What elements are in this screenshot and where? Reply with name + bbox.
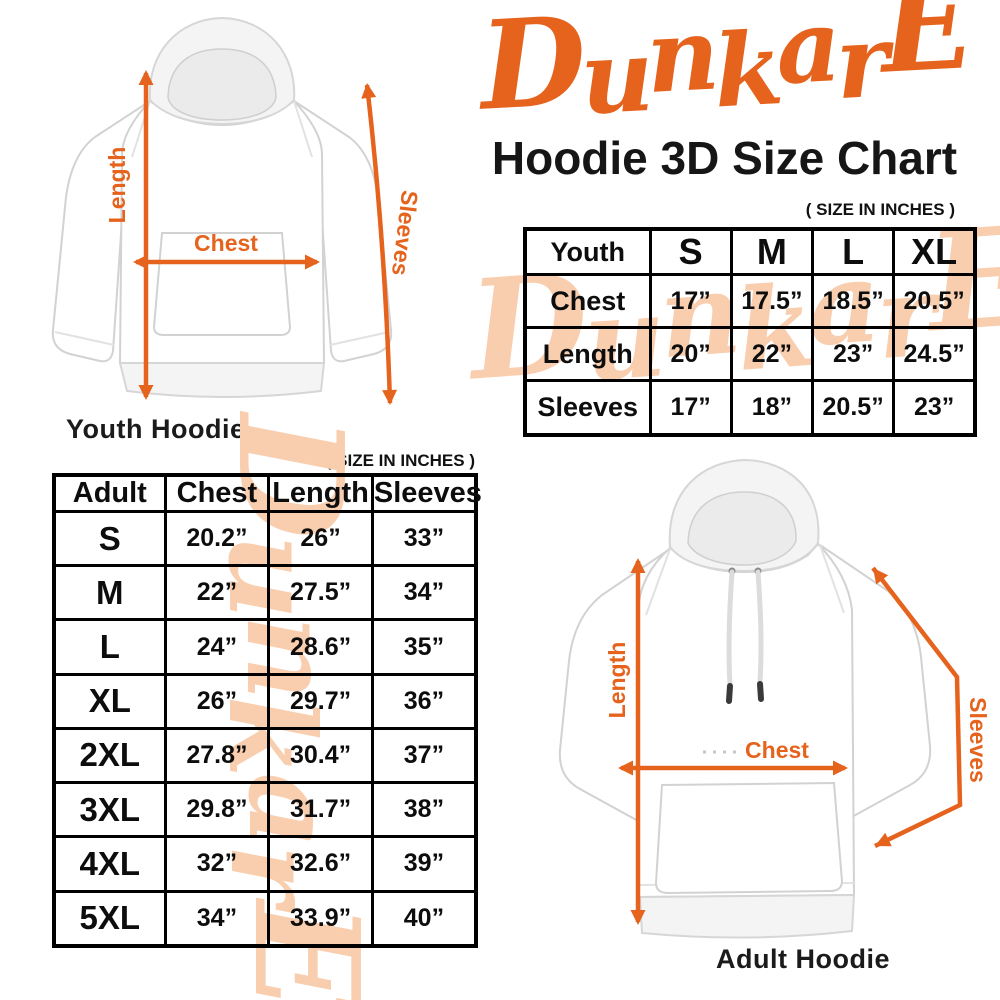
- youth-length-arrow: [138, 70, 154, 400]
- value-cell: 24.5”: [892, 326, 977, 383]
- adult-length-arrow: [630, 558, 646, 925]
- value-cell: 20.5”: [810, 379, 896, 437]
- value-cell: 33.9”: [267, 889, 374, 948]
- table-row: Length 20” 22” 23” 24.5”: [523, 326, 977, 383]
- value-cell: 26”: [267, 509, 374, 568]
- value-cell: 22”: [163, 564, 271, 622]
- row-header: Chest: [523, 272, 652, 330]
- youth-sleeves-label: Sleeves: [387, 189, 423, 277]
- row-header: 2XL: [52, 726, 167, 785]
- table-row: 5XL 34” 33.9” 40”: [52, 889, 478, 948]
- value-cell: 32.6”: [267, 835, 374, 893]
- value-cell: 32”: [163, 835, 271, 893]
- value-cell: 35”: [370, 618, 478, 676]
- row-header: 4XL: [52, 835, 167, 893]
- youth-table-block: DunkarE Youth S M L XL Chest 17” 17.5” 18.5” 20.5…: [460, 196, 1000, 437]
- value-cell: 17.5”: [729, 272, 815, 330]
- table-row: 3XL 29.8” 31.7” 38”: [52, 781, 478, 839]
- value-cell: 26”: [163, 672, 271, 730]
- value-cell: 27.8”: [163, 726, 271, 785]
- youth-hoodie-graphic: [51, 16, 393, 398]
- col-header: L: [810, 227, 896, 276]
- adult-hoodie-diagram: Length Chest Sleeves: [558, 458, 991, 939]
- youth-units-note: ( SIZE IN INCHES ): [805, 200, 955, 219]
- brand-logo: DunkarE: [473, 0, 979, 138]
- value-cell: 24”: [163, 618, 271, 676]
- value-cell: 30.4”: [267, 726, 374, 785]
- youth-size-table: Youth S M L XL Chest 17” 17.5” 18.5” 20.5” Length 2…: [523, 227, 977, 437]
- row-header: XL: [52, 672, 167, 730]
- value-cell: 23”: [810, 326, 896, 383]
- value-cell: 20.2”: [163, 509, 271, 568]
- value-cell: 31.7”: [267, 781, 374, 839]
- value-cell: 39”: [370, 835, 478, 893]
- value-cell: 34”: [370, 564, 478, 622]
- col-header: Sleeves: [370, 473, 482, 513]
- value-cell: 17”: [648, 379, 733, 437]
- col-header: Youth: [523, 227, 652, 276]
- adult-chest-arrow: [618, 760, 848, 776]
- value-cell: 33”: [370, 509, 478, 568]
- table-row: M 22” 27.5” 34”: [52, 564, 478, 622]
- value-cell: 34”: [163, 889, 271, 948]
- youth-sleeves-arrow: [361, 83, 398, 405]
- page-title: Hoodie 3D Size Chart: [491, 132, 958, 184]
- adult-size-table: Adult Chest Length Sleeves S 20.2” 26” 33” M 22” 2…: [52, 473, 482, 948]
- brand-logo-text: DunkarE: [473, 0, 981, 143]
- adult-units-note: ( SIZE IN INCHES ): [325, 451, 475, 470]
- adult-table-block: DunkarE Adult Chest Length Sleeves S 20.2” 26”…: [52, 410, 482, 1000]
- value-cell: 40”: [370, 889, 478, 948]
- row-header: 5XL: [52, 889, 167, 948]
- col-header: XL: [892, 227, 977, 276]
- value-cell: 29.8”: [163, 781, 271, 839]
- adult-sleeves-arrow: [871, 566, 963, 849]
- drawstring-aglet: [757, 681, 764, 702]
- youth-chest-arrow: [133, 254, 320, 270]
- row-header: M: [52, 564, 167, 622]
- col-header: Adult: [52, 473, 167, 513]
- adult-hoodie-graphic: [558, 458, 932, 939]
- value-cell: 17”: [648, 272, 733, 330]
- adult-caption: Adult Hoodie: [716, 944, 890, 974]
- col-header: S: [648, 227, 733, 276]
- adult-sleeves-label: Sleeves: [965, 697, 991, 783]
- value-cell: 18”: [729, 379, 815, 437]
- value-cell: 29.7”: [267, 672, 374, 730]
- table-row: L 24” 28.6” 35”: [52, 618, 478, 676]
- value-cell: 37”: [370, 726, 478, 785]
- youth-length-label: Length: [104, 147, 130, 224]
- youth-pocket: [152, 232, 292, 336]
- table-row: S 20.2” 26” 33”: [52, 509, 478, 568]
- adult-length-label: Length: [604, 642, 630, 719]
- table-row: 4XL 32” 32.6” 39”: [52, 835, 478, 893]
- row-header: L: [52, 618, 167, 676]
- row-header: Sleeves: [523, 379, 652, 437]
- row-header: Length: [523, 326, 652, 383]
- value-cell: 20.5”: [892, 272, 977, 330]
- col-header: Length: [267, 473, 374, 513]
- row-header: 3XL: [52, 781, 167, 839]
- col-header: M: [729, 227, 815, 276]
- row-header: S: [52, 509, 167, 568]
- value-cell: 23”: [892, 379, 977, 437]
- adult-pocket: [654, 781, 844, 895]
- youth-caption: Youth Hoodie: [66, 414, 246, 444]
- table-row: 2XL 27.8” 30.4” 37”: [52, 726, 478, 785]
- youth-hoodie-diagram: Length Chest Sleeves: [51, 16, 423, 405]
- value-cell: 36”: [370, 672, 478, 730]
- table-row: XL 26” 29.7” 36”: [52, 672, 478, 730]
- drawstring-aglet: [726, 683, 733, 704]
- table-row: Chest 17” 17.5” 18.5” 20.5”: [523, 272, 977, 330]
- col-header: Chest: [163, 473, 271, 513]
- value-cell: 18.5”: [810, 272, 896, 330]
- value-cell: 27.5”: [267, 564, 374, 622]
- youth-chest-label: Chest: [194, 230, 258, 256]
- value-cell: 22”: [729, 326, 815, 383]
- value-cell: 20”: [648, 326, 733, 383]
- value-cell: 28.6”: [267, 618, 374, 676]
- value-cell: 38”: [370, 781, 478, 839]
- adult-chest-label: Chest: [745, 737, 809, 763]
- table-row: Sleeves 17” 18” 20.5” 23”: [523, 379, 977, 437]
